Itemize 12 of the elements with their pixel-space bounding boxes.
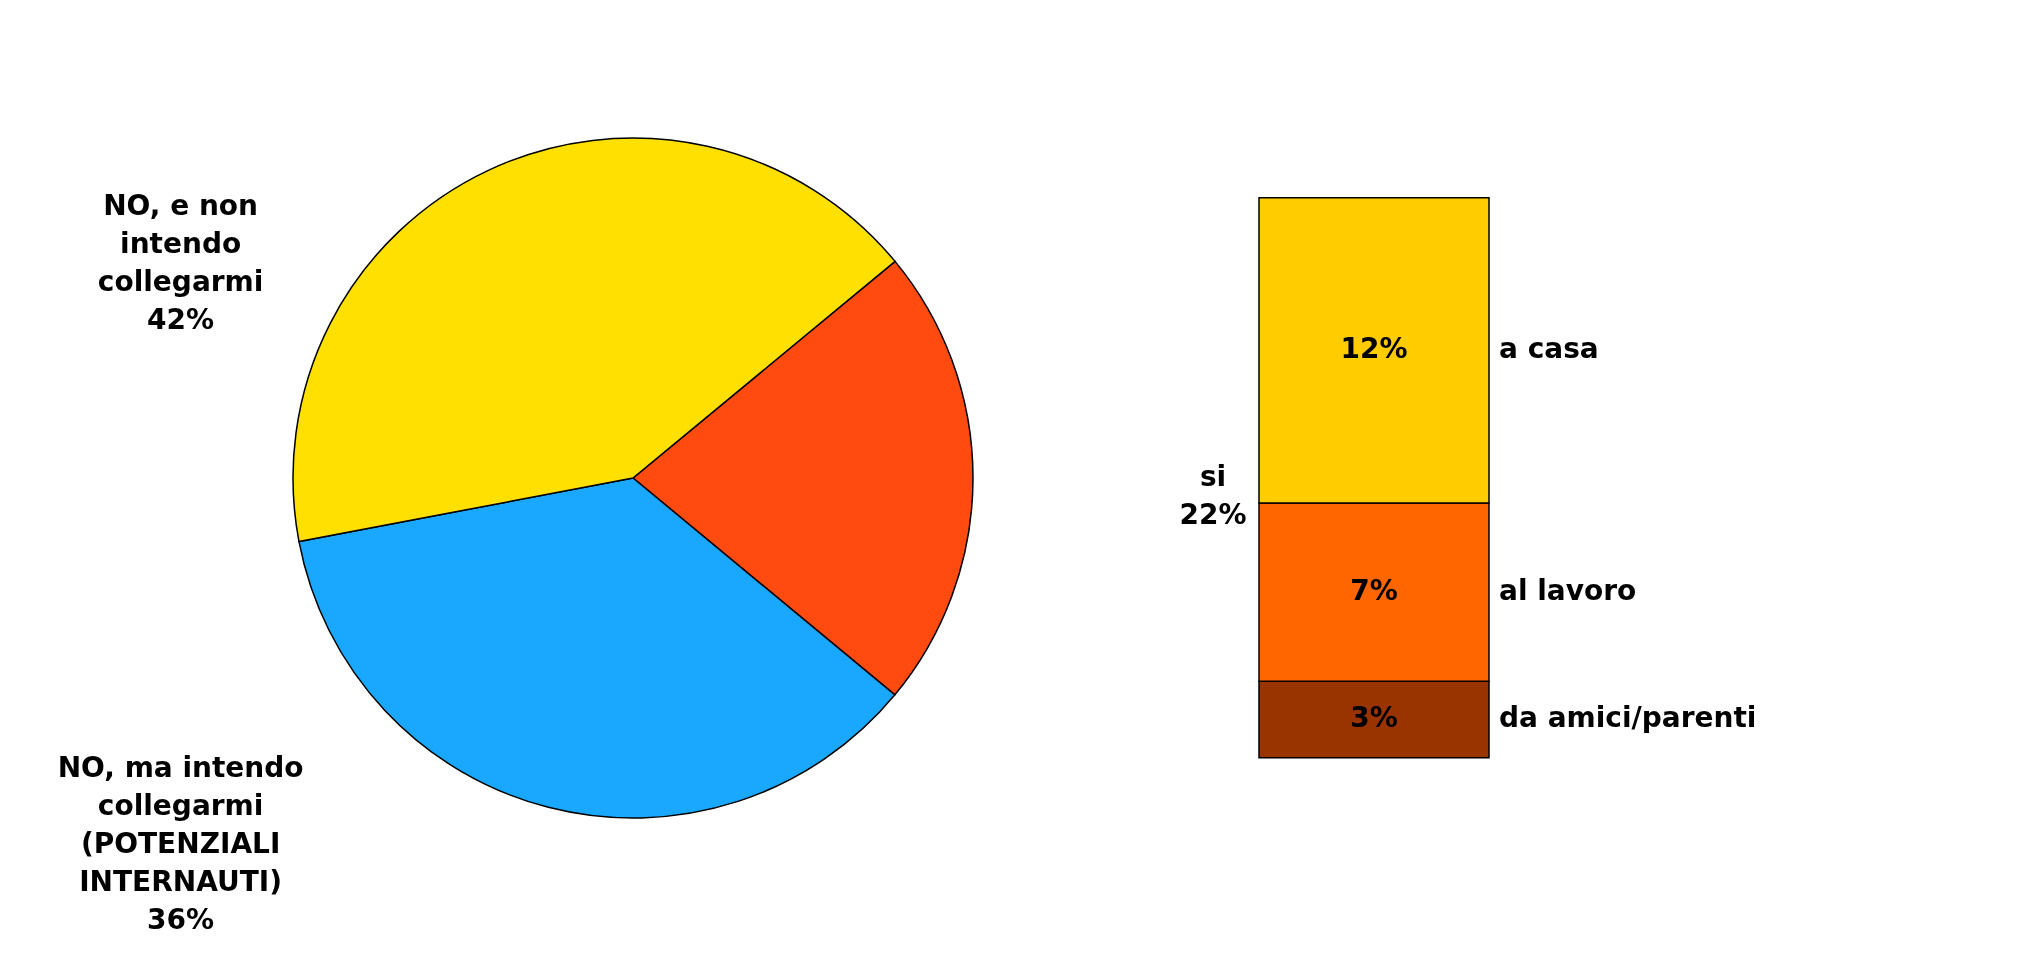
data-label: 36% <box>147 902 215 936</box>
slice-label: NO, ma intendo collegarmi (POTENZIALI INTERNAUTI) <box>57 750 304 898</box>
series-label: da amici/parenti <box>1499 701 1757 735</box>
data-label: 3% <box>1350 701 1398 735</box>
data-label: 42% <box>147 302 215 336</box>
slice-label: NO, e non intendo collegarmi <box>97 188 264 298</box>
slice-label: si <box>1199 460 1227 494</box>
data-label: 7% <box>1350 574 1398 608</box>
data-label: 12% <box>1340 332 1408 366</box>
series-label: al lavoro <box>1499 574 1637 608</box>
data-label: 22% <box>1179 498 1247 532</box>
series-label: a casa <box>1499 332 1599 366</box>
